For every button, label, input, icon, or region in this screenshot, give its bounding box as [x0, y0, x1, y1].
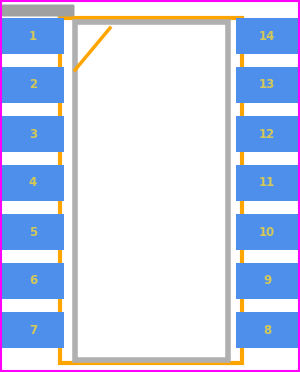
Bar [2, 165, 64, 201]
Bar [236, 165, 298, 201]
Bar [2, 214, 64, 250]
Text: 12: 12 [259, 128, 275, 141]
Text: 6: 6 [29, 275, 37, 288]
Bar [236, 67, 298, 103]
Bar [236, 214, 298, 250]
Bar [236, 18, 298, 54]
Bar [75, 22, 228, 360]
Bar [2, 116, 64, 152]
Text: 10: 10 [259, 225, 275, 238]
Text: 4: 4 [29, 176, 37, 189]
Bar [236, 312, 298, 348]
Text: 3: 3 [29, 128, 37, 141]
Bar [2, 18, 64, 54]
Bar [2, 263, 64, 299]
Text: 11: 11 [259, 176, 275, 189]
Bar [2, 312, 64, 348]
Text: 7: 7 [29, 324, 37, 337]
Bar [236, 116, 298, 152]
Text: 5: 5 [29, 225, 37, 238]
Text: 1: 1 [29, 29, 37, 42]
Text: 9: 9 [263, 275, 271, 288]
Text: 14: 14 [259, 29, 275, 42]
Bar [236, 263, 298, 299]
Text: 13: 13 [259, 78, 275, 92]
FancyBboxPatch shape [2, 4, 74, 16]
Bar [2, 67, 64, 103]
Text: 8: 8 [263, 324, 271, 337]
Text: 2: 2 [29, 78, 37, 92]
Bar [60, 18, 242, 363]
